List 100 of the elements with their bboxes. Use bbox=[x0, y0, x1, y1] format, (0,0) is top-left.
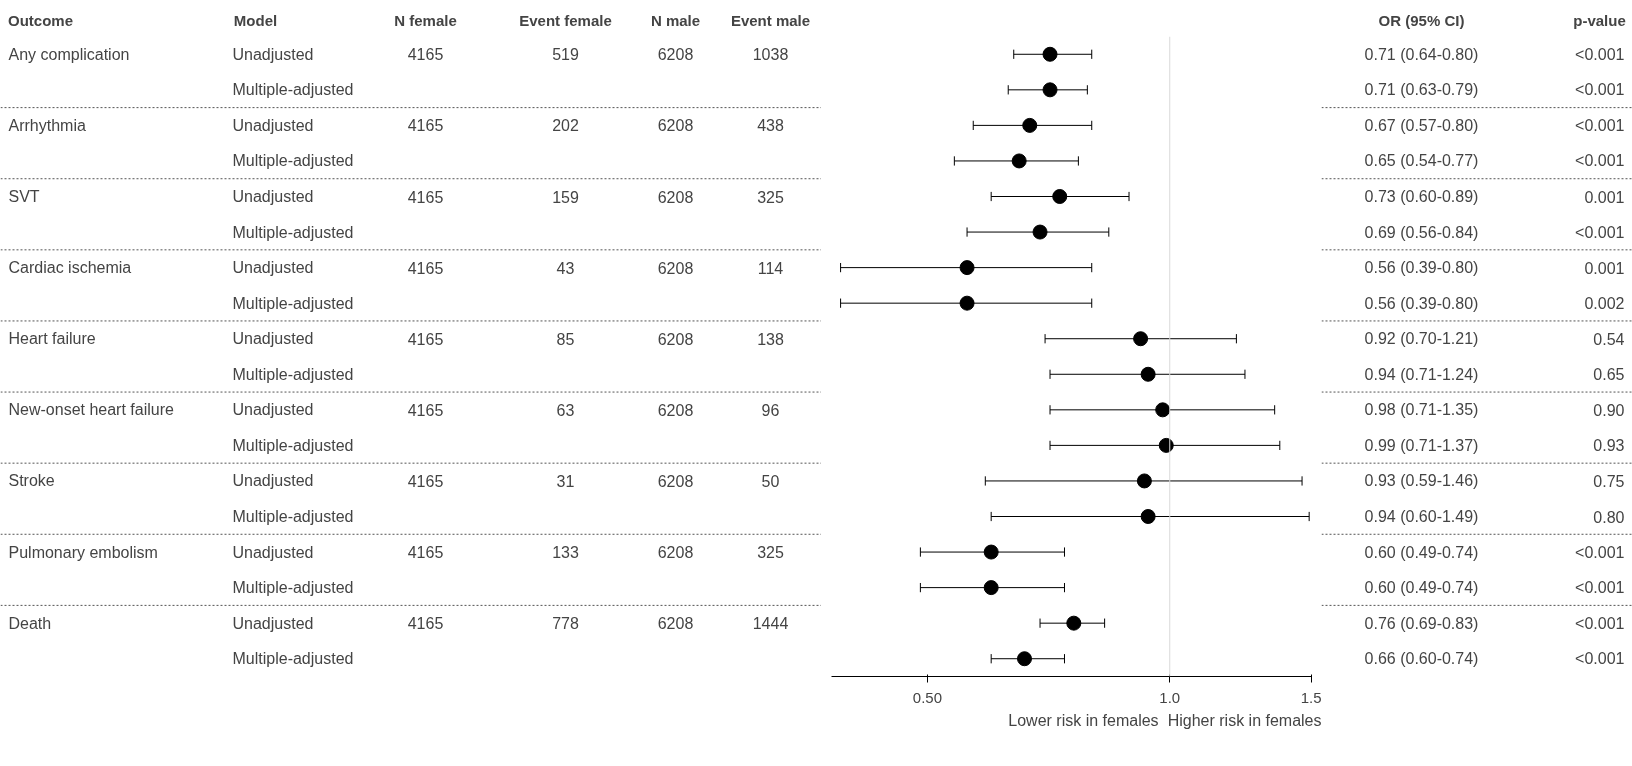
x-tick-label: 0.50 bbox=[912, 688, 943, 706]
category-label: p-value bbox=[1573, 11, 1626, 29]
text: Unadjusted bbox=[232, 472, 314, 490]
text: <0.001 bbox=[1575, 650, 1625, 668]
text: 4165 bbox=[407, 259, 444, 277]
text: 438 bbox=[757, 117, 784, 135]
text: 519 bbox=[552, 46, 579, 64]
text: Death bbox=[8, 614, 52, 632]
text: 0.65 (0.54-0.77) bbox=[1364, 152, 1479, 170]
text: 6208 bbox=[657, 330, 694, 348]
text: Unadjusted bbox=[232, 614, 314, 632]
text: 0.94 (0.60-1.49) bbox=[1364, 508, 1479, 525]
text: 0.71 (0.63-0.79) bbox=[1364, 81, 1479, 99]
category-label: Outcome bbox=[8, 11, 74, 29]
text: 4165 bbox=[407, 544, 444, 562]
text: 4165 bbox=[407, 46, 444, 64]
text: 0.54 bbox=[1593, 330, 1625, 348]
text: <0.001 bbox=[1575, 81, 1625, 99]
text: Multiple-adjusted bbox=[232, 508, 354, 525]
text: 6208 bbox=[657, 615, 694, 633]
text: 1038 bbox=[752, 46, 789, 64]
text: 0.001 bbox=[1584, 188, 1625, 206]
text: 0.80 bbox=[1593, 508, 1625, 526]
text: Any complication bbox=[8, 45, 130, 63]
text: 0.60 (0.49-0.74) bbox=[1364, 543, 1479, 561]
text: 6208 bbox=[657, 472, 694, 490]
text: <0.001 bbox=[1575, 579, 1625, 597]
text: 6208 bbox=[657, 117, 694, 135]
text: 96 bbox=[761, 401, 780, 419]
text: 325 bbox=[757, 544, 784, 562]
category-label: Event female bbox=[519, 11, 612, 29]
text: 0.93 (0.59-1.46) bbox=[1364, 472, 1479, 490]
text: Unadjusted bbox=[232, 330, 314, 348]
text: Cardiac ischemia bbox=[8, 259, 132, 277]
text: Multiple-adjusted bbox=[232, 436, 354, 454]
text: 0.93 bbox=[1593, 437, 1625, 455]
text: <0.001 bbox=[1575, 543, 1625, 561]
text: 0.002 bbox=[1584, 295, 1625, 313]
text: <0.001 bbox=[1575, 152, 1625, 170]
text: 202 bbox=[552, 117, 579, 135]
text: 0.94 (0.71-1.24) bbox=[1364, 365, 1479, 383]
category-label: N female bbox=[394, 11, 457, 29]
category-label: Model bbox=[233, 11, 278, 29]
text: 0.76 (0.69-0.83) bbox=[1364, 614, 1479, 632]
text: 0.99 (0.71-1.37) bbox=[1364, 436, 1479, 454]
text: 778 bbox=[552, 615, 579, 633]
text: 6208 bbox=[657, 259, 694, 277]
text: Multiple-adjusted bbox=[232, 365, 354, 383]
text: 4165 bbox=[407, 117, 444, 135]
text: 31 bbox=[556, 472, 575, 490]
text: 159 bbox=[552, 188, 579, 206]
text: Multiple-adjusted bbox=[232, 650, 354, 668]
text: Multiple-adjusted bbox=[232, 223, 354, 241]
text: Arrhythmia bbox=[8, 116, 86, 134]
text: <0.001 bbox=[1575, 614, 1625, 632]
text: 43 bbox=[556, 259, 575, 277]
text: Pulmonary embolism bbox=[8, 543, 158, 561]
text: Unadjusted bbox=[232, 188, 314, 205]
text: Heart failure bbox=[8, 330, 96, 348]
text: 133 bbox=[552, 544, 579, 562]
text: 0.67 (0.57-0.80) bbox=[1364, 116, 1479, 134]
category-label: N male bbox=[650, 11, 701, 29]
text: Unadjusted bbox=[232, 259, 314, 277]
text: 0.56 (0.39-0.80) bbox=[1364, 259, 1479, 277]
text: 0.92 (0.70-1.21) bbox=[1364, 330, 1479, 348]
text: SVT bbox=[8, 188, 40, 205]
category-label: OR (95% CI) bbox=[1378, 11, 1465, 29]
text: 138 bbox=[757, 330, 784, 348]
text: New-onset heart failure bbox=[8, 401, 175, 419]
text: 114 bbox=[757, 259, 784, 277]
x-tick-label: 1.5 bbox=[1300, 688, 1322, 706]
text: 6208 bbox=[657, 544, 694, 562]
text: 0.56 (0.39-0.80) bbox=[1364, 294, 1479, 312]
text: 0.71 (0.64-0.80) bbox=[1364, 45, 1479, 63]
text: Multiple-adjusted bbox=[232, 294, 354, 312]
text: 0.65 bbox=[1593, 366, 1625, 384]
text: 4165 bbox=[407, 615, 444, 633]
text: <0.001 bbox=[1575, 223, 1625, 241]
text: <0.001 bbox=[1575, 116, 1625, 134]
text: 4165 bbox=[407, 330, 444, 348]
text: 325 bbox=[757, 188, 784, 206]
text: Lower risk in females bbox=[1008, 711, 1159, 729]
text: <0.001 bbox=[1575, 45, 1625, 63]
text: Multiple-adjusted bbox=[232, 579, 354, 597]
text: 4165 bbox=[407, 472, 444, 490]
text: 0.60 (0.49-0.74) bbox=[1364, 579, 1479, 597]
text: 1444 bbox=[752, 615, 789, 633]
text: Higher risk in females bbox=[1167, 711, 1322, 729]
text: 0.001 bbox=[1584, 259, 1625, 277]
text: Multiple-adjusted bbox=[232, 81, 354, 99]
text: 6208 bbox=[657, 401, 694, 419]
category-label: Event male bbox=[730, 11, 811, 29]
text: Stroke bbox=[8, 472, 55, 490]
x-tick-label: 1.0 bbox=[1159, 688, 1181, 706]
text: 0.69 (0.56-0.84) bbox=[1364, 223, 1479, 241]
text: 6208 bbox=[657, 46, 694, 64]
text: 0.73 (0.60-0.89) bbox=[1364, 188, 1479, 205]
text: 50 bbox=[761, 472, 780, 490]
text: Multiple-adjusted bbox=[232, 152, 354, 170]
text: 0.75 bbox=[1593, 472, 1625, 490]
